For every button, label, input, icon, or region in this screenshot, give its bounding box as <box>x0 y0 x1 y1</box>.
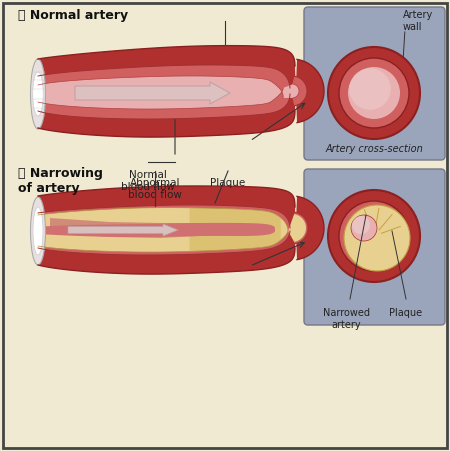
Text: Ⓐ Normal artery: Ⓐ Normal artery <box>18 9 128 23</box>
FancyArrow shape <box>75 82 230 104</box>
Polygon shape <box>38 65 307 119</box>
Circle shape <box>339 58 409 128</box>
Polygon shape <box>38 207 306 252</box>
FancyBboxPatch shape <box>304 7 445 160</box>
Polygon shape <box>344 205 410 271</box>
Ellipse shape <box>31 59 45 129</box>
Polygon shape <box>50 218 200 238</box>
Circle shape <box>328 190 420 282</box>
Text: Artery cross-section: Artery cross-section <box>325 144 423 154</box>
Circle shape <box>349 68 391 110</box>
Circle shape <box>352 216 370 234</box>
Polygon shape <box>38 46 324 137</box>
Polygon shape <box>38 205 308 255</box>
Text: Narrowed
artery: Narrowed artery <box>323 308 369 330</box>
Text: Normal
blood flow: Normal blood flow <box>121 170 175 192</box>
Ellipse shape <box>33 207 43 255</box>
Text: Artery
wall: Artery wall <box>403 10 433 32</box>
Ellipse shape <box>33 72 43 116</box>
Polygon shape <box>38 186 324 274</box>
Circle shape <box>348 67 400 119</box>
Circle shape <box>351 215 377 241</box>
Text: Ⓑ Narrowing
of artery: Ⓑ Narrowing of artery <box>18 167 103 195</box>
Ellipse shape <box>31 197 45 265</box>
Circle shape <box>339 201 409 271</box>
Text: Plaque: Plaque <box>389 308 423 318</box>
Polygon shape <box>38 76 299 109</box>
Polygon shape <box>38 223 275 237</box>
FancyArrow shape <box>68 224 178 236</box>
Polygon shape <box>189 208 281 251</box>
FancyBboxPatch shape <box>304 169 445 325</box>
Text: Plaque: Plaque <box>211 178 246 188</box>
Circle shape <box>328 47 420 139</box>
Text: Abnormal
blood flow: Abnormal blood flow <box>128 178 182 200</box>
